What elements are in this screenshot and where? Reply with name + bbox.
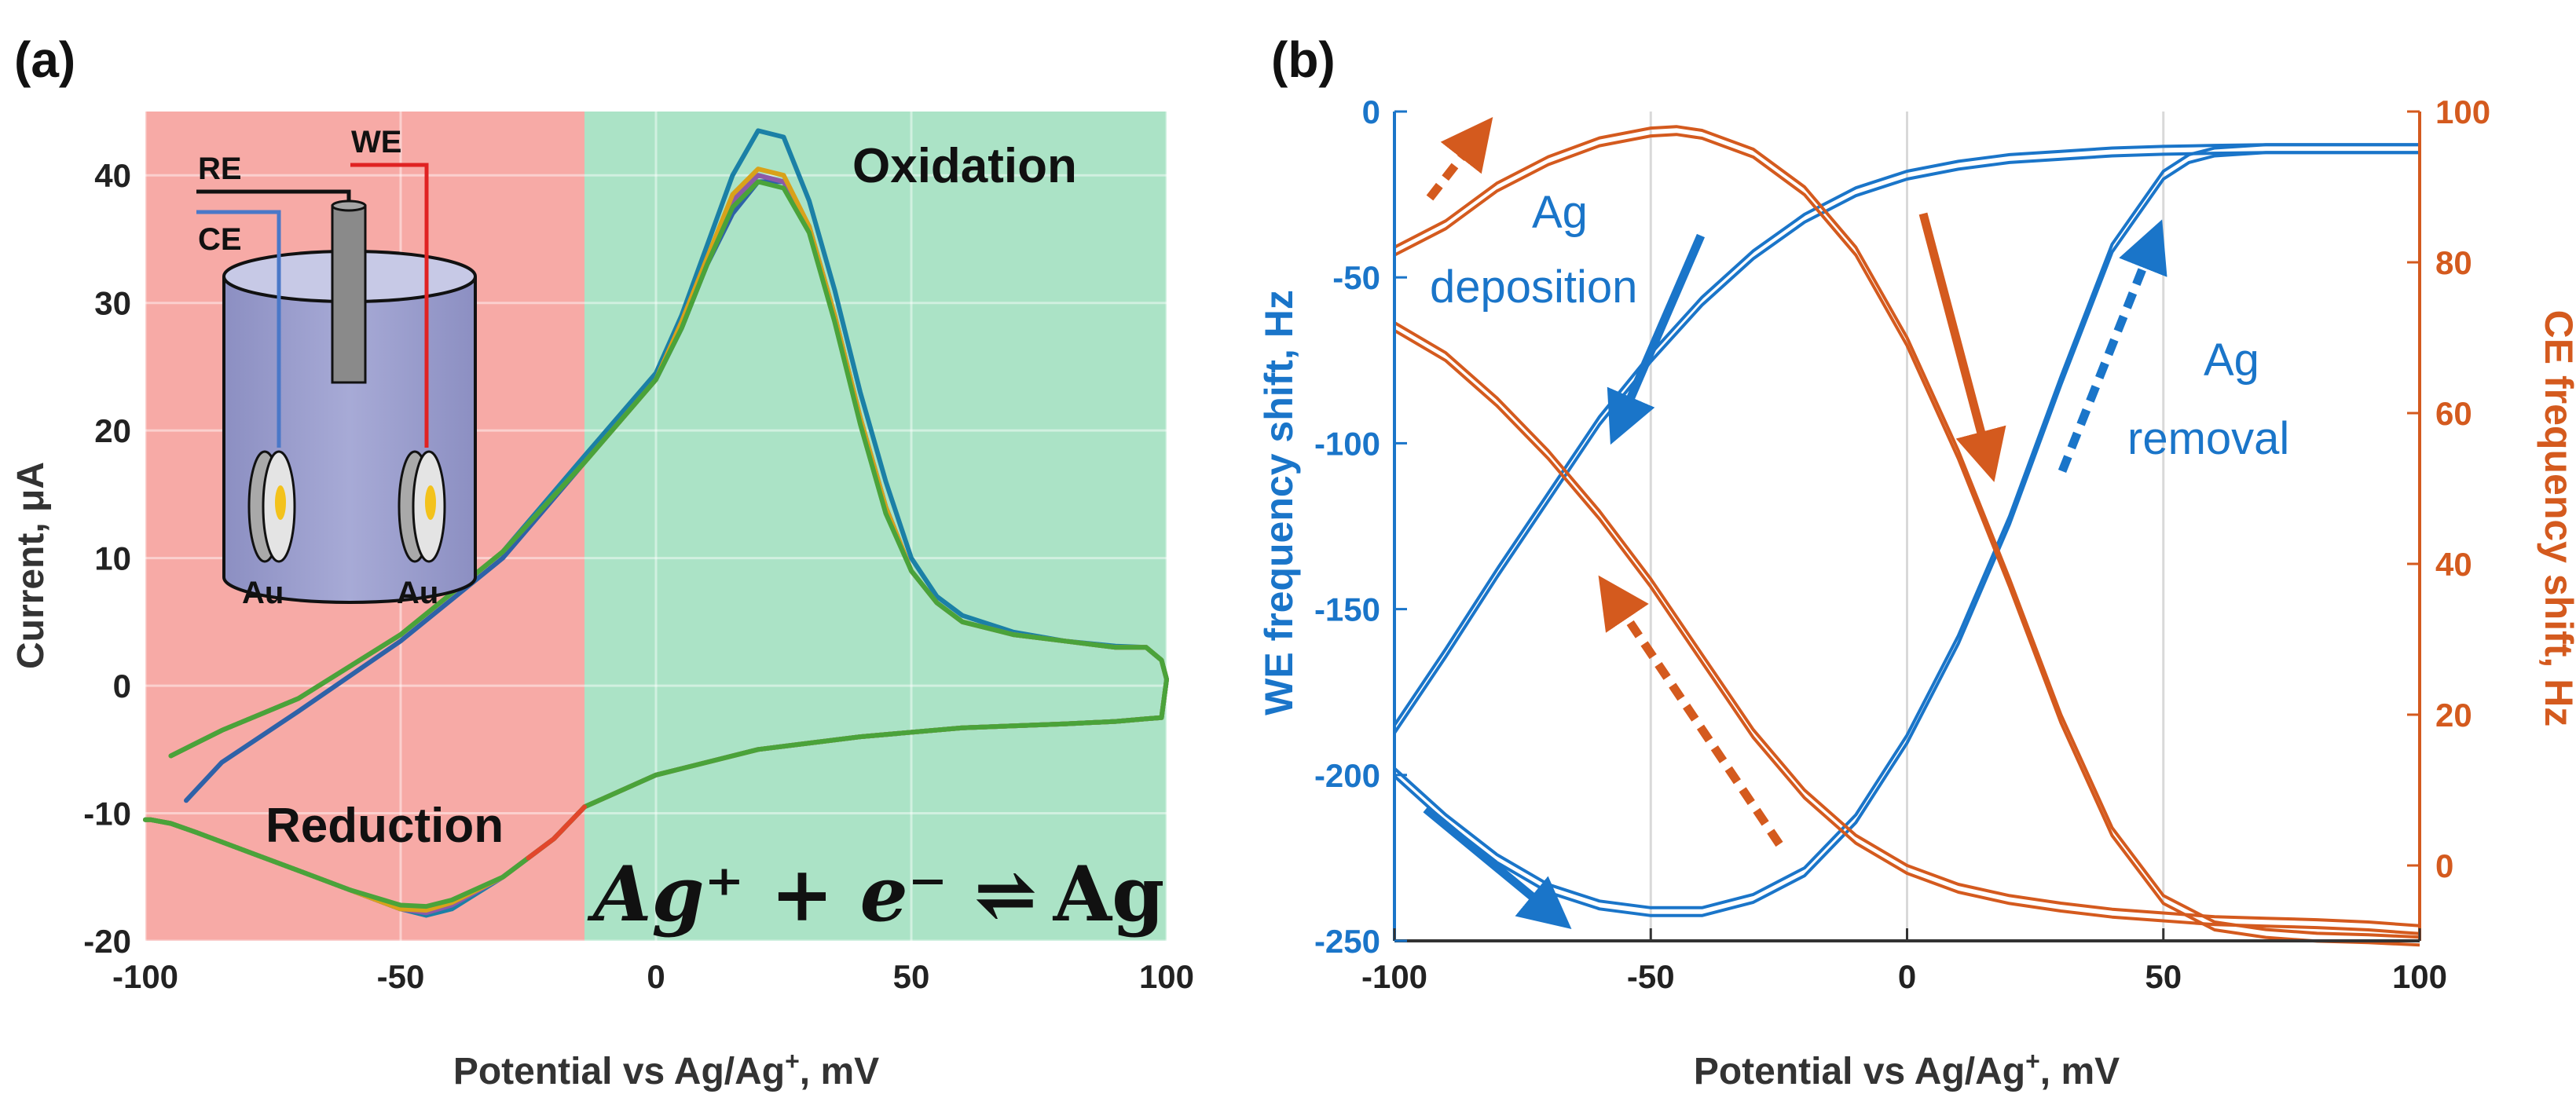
panel-b-series	[1393, 125, 2420, 947]
x-tick-label-100: 100	[2392, 958, 2447, 995]
x-tick-label-0: 0	[1898, 958, 1916, 995]
panel-a-label: (a)	[14, 31, 75, 88]
reference-electrode	[331, 204, 367, 384]
panel-b-arrows	[1423, 116, 2167, 930]
panel-b-ylabel-right: CE frequency shift, Hz	[2537, 310, 2576, 727]
right-tick-label-0: 0	[2435, 847, 2453, 884]
equation: Ag⁺ + e⁻ ⇌ Ag	[587, 850, 1164, 939]
cell-inset: RE WE CE Au Au	[196, 125, 477, 610]
right-tick-label-60: 60	[2435, 395, 2472, 432]
oxidation-region	[584, 112, 1167, 941]
y-tick-label-20: 20	[94, 412, 131, 449]
cv-series-5	[143, 179, 1169, 909]
arrow-ce-start	[1426, 116, 1493, 201]
panel-a-xlabel: Potential vs Ag/Ag+, mV	[453, 1047, 879, 1092]
ce-wire	[196, 210, 281, 448]
panel-b-xlabel: Potential vs Ag/Ag+, mV	[1694, 1047, 2120, 1092]
working-electrode	[398, 450, 446, 563]
arrow-ce-decrease	[1918, 212, 2006, 482]
x-tick-label-50: 50	[893, 958, 930, 995]
x-tick-label--100: -100	[112, 958, 178, 995]
re-label: RE	[198, 152, 242, 186]
right-tick-label-80: 80	[2435, 244, 2472, 281]
x-tick-label--50: -50	[377, 958, 425, 995]
right-electrode-label: Au	[397, 576, 438, 610]
right-tick-label-40: 40	[2435, 546, 2472, 583]
x-tick-label-100: 100	[1139, 958, 1194, 995]
freq-series-4-b	[1393, 329, 2420, 935]
freq-series-2-b	[1393, 151, 2420, 917]
left-tick-label--100: -100	[1314, 425, 1380, 462]
y-tick-label-0: 0	[113, 668, 131, 704]
freq-series-2-a	[1393, 143, 2420, 909]
deposition-label-ag: Ag	[1532, 187, 1588, 238]
arrow-ce-increase	[1598, 575, 1783, 847]
arrow-we-removal	[2058, 219, 2167, 474]
left-tick-label--150: -150	[1314, 591, 1380, 628]
reduction-label: Reduction	[266, 799, 504, 853]
panel-b-ylabel-left: WE frequency shift, Hz	[1257, 290, 1301, 715]
removal-label-ag: Ag	[2204, 335, 2259, 386]
equation-left: Ag⁺ + e⁻ ⇌	[587, 850, 1037, 939]
x-tick-label-0: 0	[647, 958, 665, 995]
right-tick-label-20: 20	[2435, 697, 2472, 734]
y-tick-label-10: 10	[94, 540, 131, 577]
y-tick-label--10: -10	[83, 796, 131, 832]
ce-label: CE	[198, 222, 242, 257]
panel-b-grid	[1649, 112, 2165, 941]
panel-b-label: (b)	[1271, 31, 1336, 88]
reference-electrode-cap	[331, 199, 367, 212]
arrow-we-deposition	[1607, 233, 1706, 445]
we-wire	[350, 163, 429, 448]
y-tick-label-40: 40	[94, 157, 131, 194]
x-tick-label--100: -100	[1361, 958, 1427, 995]
counter-electrode	[247, 450, 296, 563]
freq-series-3-b	[1394, 133, 2420, 947]
panel-a-ylabel: Current, μA	[10, 462, 52, 669]
left-tick-label-0: 0	[1362, 93, 1380, 130]
oxidation-label: Oxidation	[852, 139, 1077, 193]
y-tick-label--20: -20	[83, 923, 131, 960]
left-tick-label--200: -200	[1314, 757, 1380, 794]
deposition-label: deposition	[1430, 262, 1637, 313]
x-tick-label-50: 50	[2145, 958, 2182, 995]
we-label: WE	[351, 125, 401, 159]
cv-series-6	[526, 804, 587, 861]
freq-series-4-a	[1393, 321, 2420, 928]
left-electrode-label: Au	[242, 576, 284, 610]
panel-a-series	[143, 128, 1169, 918]
left-tick-label--250: -250	[1314, 923, 1380, 960]
right-tick-label-100: 100	[2435, 93, 2490, 130]
re-wire	[196, 189, 351, 201]
y-tick-label-30: 30	[94, 285, 131, 322]
left-tick-label--50: -50	[1332, 259, 1380, 296]
panel-b-axes: -100 -50 0 50 100 -250 -200 -150 -100 -50 0 0 20 40 60…	[1314, 93, 2490, 995]
x-tick-label--50: -50	[1627, 958, 1675, 995]
equation-right: Ag	[1053, 850, 1165, 939]
arrow-we-start	[1423, 805, 1572, 930]
removal-label: removal	[2127, 413, 2289, 464]
